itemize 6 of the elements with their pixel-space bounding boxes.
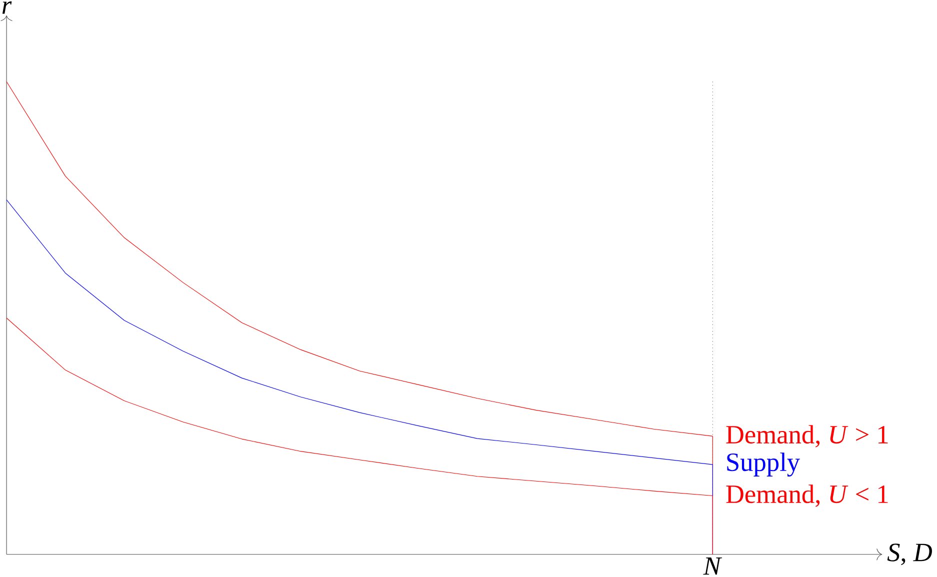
y-axis-title: r bbox=[2, 1, 12, 14]
series-label: Demand, U < 1 bbox=[726, 484, 888, 507]
series-label: Supply bbox=[727, 452, 800, 476]
series-label: Demand, U > 1 bbox=[726, 424, 888, 448]
text: N bbox=[703, 557, 722, 574]
text: S, D bbox=[887, 543, 932, 565]
